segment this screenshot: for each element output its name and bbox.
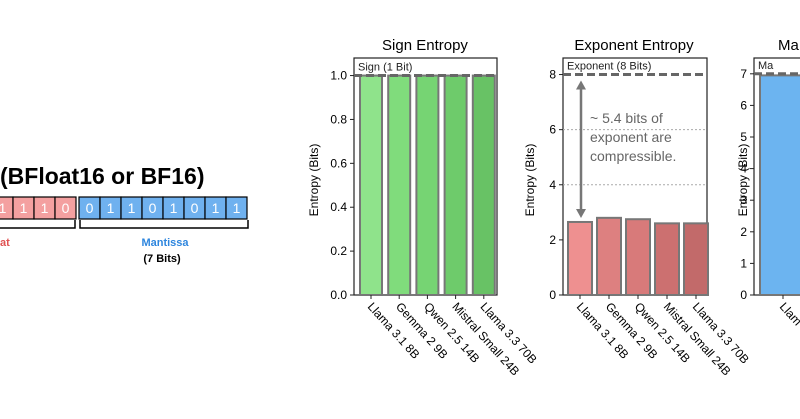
- bar: [471, 74, 496, 296]
- exponent-bit-value: 1: [0, 200, 7, 216]
- x-tick-label: Llam: [777, 300, 800, 329]
- y-tick-label: 0.8: [330, 112, 347, 126]
- mantissa-bit-value: 0: [191, 200, 199, 216]
- y-tick-label: 1: [740, 256, 747, 270]
- mantissa-bracket: [79, 220, 249, 229]
- mantissa-bit-value: 1: [107, 200, 115, 216]
- sign-entropy-chart: Sign Entropy Entropy (Bits) Llama 3.1 8B…: [307, 37, 540, 378]
- reference-line-label: Ma: [758, 60, 774, 72]
- y-tick-label: 6: [549, 123, 556, 137]
- bar: [567, 220, 593, 296]
- annotation-text-line: ~ 5.4 bits of: [590, 110, 663, 126]
- y-tick-label: 1.0: [330, 69, 347, 83]
- plot-area: Llam Ma 0 1 2 3 4 5 6 7: [740, 57, 800, 329]
- annotation-arrow-head-down: [576, 208, 586, 218]
- y-tick-label: 0.6: [330, 156, 347, 170]
- y-tick-label: 2: [740, 225, 747, 239]
- y-tick-label: 2: [549, 233, 556, 247]
- y-tick-label: 7: [740, 67, 747, 81]
- y-tick-label: 3: [740, 193, 747, 207]
- mantissa-bit-value: 1: [128, 200, 136, 216]
- bar: [596, 216, 622, 296]
- reference-line-label: Exponent (8 Bits): [567, 61, 651, 73]
- mantissa-bit-value: 1: [212, 200, 220, 216]
- exponent-entropy-chart: Exponent Entropy Entropy (Bits) Llama 3.…: [523, 37, 752, 378]
- annotation-arrow-head-up: [576, 80, 586, 90]
- y-tick-label: 0.0: [330, 288, 347, 302]
- bar: [625, 218, 651, 296]
- exponent-bracket: [0, 220, 76, 229]
- y-axis-label: Entropy (Bits): [523, 144, 537, 217]
- chart-title: Sign Entropy: [382, 37, 468, 54]
- y-tick-label: 5: [740, 130, 747, 144]
- y-tick-label: 0.2: [330, 244, 347, 258]
- annotation-text-line: exponent are: [590, 129, 672, 145]
- bar: [654, 222, 680, 296]
- bar: [759, 74, 800, 296]
- annotation-text-line: compressible.: [590, 148, 676, 164]
- bar: [415, 74, 440, 296]
- y-tick-label: 6: [740, 98, 747, 112]
- y-tick-label: 4: [740, 162, 747, 176]
- y-axis-label: Entropy (Bits): [736, 144, 750, 217]
- bar: [387, 74, 412, 296]
- y-tick-label: 4: [549, 178, 556, 192]
- bar: [683, 222, 709, 296]
- mantissa-label: Mantissa: [141, 237, 189, 249]
- y-tick-label: 0.4: [330, 200, 347, 214]
- chart-title: Exponent Entropy: [574, 37, 694, 54]
- bar: [443, 74, 468, 296]
- exponent-bit-box: [54, 196, 77, 220]
- y-tick-label: 8: [549, 68, 556, 82]
- reference-line-label: Sign (1 Bit): [358, 62, 412, 74]
- y-axis-label: Entropy (Bits): [307, 144, 321, 217]
- mantissa-bit-value: 0: [149, 200, 157, 216]
- exponent-label: at: [0, 237, 10, 249]
- mantissa-bit-box: [225, 196, 248, 220]
- y-tick-label: 0: [549, 288, 556, 302]
- mantissa-entropy-chart: Ma Entropy (Bits) Llam Ma 0 1 2 3 4 5 6 7: [736, 37, 800, 328]
- exponent-bit-value: 0: [62, 200, 70, 216]
- mantissa-bit-value: 0: [86, 200, 94, 216]
- mantissa-bits-label: (7 Bits): [143, 253, 181, 265]
- mantissa-bit-value: 1: [233, 200, 241, 216]
- y-tick-label: 0: [740, 288, 747, 302]
- exponent-bit-value: 1: [20, 200, 28, 216]
- chart-title: Ma: [778, 37, 799, 54]
- format-title: (BFloat16 or BF16): [0, 163, 204, 189]
- bar: [359, 74, 383, 296]
- plot-frame: [753, 57, 800, 296]
- mantissa-bit-value: 1: [170, 200, 178, 216]
- exponent-bit-value: 1: [41, 200, 49, 216]
